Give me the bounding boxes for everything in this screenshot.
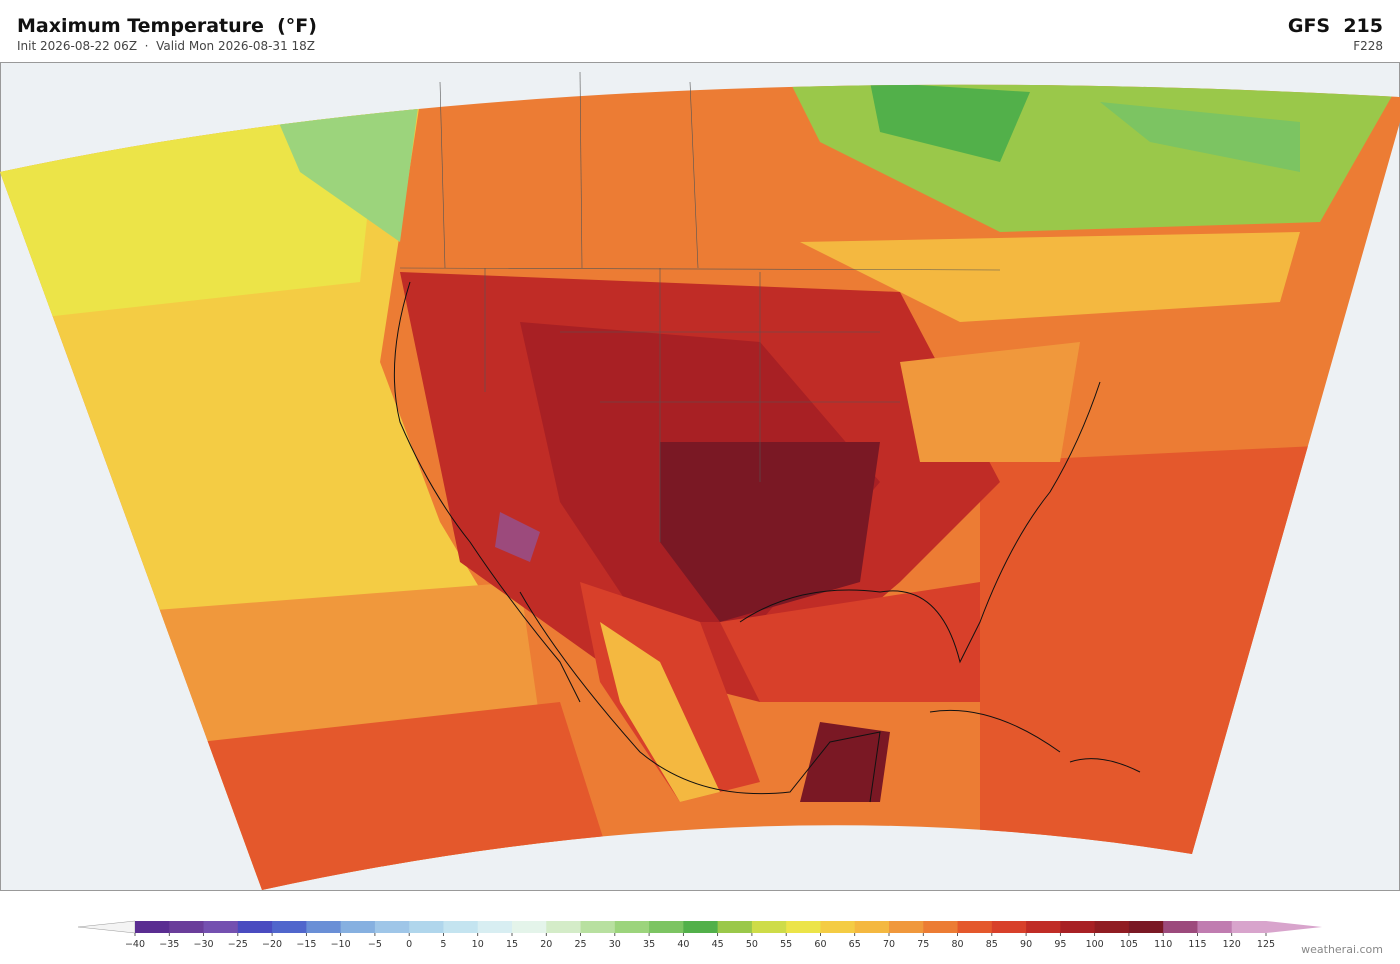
- color-swatch: [957, 921, 993, 933]
- color-swatch: [443, 921, 479, 933]
- tick-label: 45: [712, 939, 724, 950]
- under-extension: [77, 920, 136, 934]
- tick-label: −30: [194, 939, 214, 950]
- tick-label: 25: [574, 939, 586, 950]
- tick-label: −35: [159, 939, 179, 950]
- color-swatch: [306, 921, 342, 933]
- tick-label: −25: [228, 939, 248, 950]
- color-swatch: [546, 921, 582, 933]
- color-swatch: [889, 921, 924, 933]
- coastlines: [393, 281, 1141, 803]
- color-swatch: [820, 921, 856, 933]
- forecast-hour: F228: [1353, 39, 1383, 53]
- tick-label: 10: [472, 939, 484, 950]
- color-swatch: [374, 921, 410, 933]
- borders: [399, 71, 1001, 542]
- tick-label: 20: [540, 939, 552, 950]
- color-swatch: [169, 921, 205, 933]
- tick-label: 0: [406, 939, 412, 950]
- color-swatch: [512, 921, 547, 933]
- tick-label: 75: [917, 939, 929, 950]
- tick-label: 85: [986, 939, 998, 950]
- color-swatch: [1231, 921, 1267, 933]
- tick-label: 60: [814, 939, 826, 950]
- color-swatch: [751, 921, 787, 933]
- tick-label: 120: [1223, 939, 1241, 950]
- over-extension: [1266, 921, 1322, 933]
- tick-label: −20: [262, 939, 282, 950]
- color-swatch: [1026, 921, 1061, 933]
- subtitle: Init 2026-08-22 06Z · Valid Mon 2026-08-…: [17, 39, 316, 53]
- color-swatch: [340, 921, 376, 933]
- tick-label: 5: [440, 939, 446, 950]
- tick-label: 55: [780, 939, 792, 950]
- tick-label: 105: [1120, 939, 1138, 950]
- tick-label: 90: [1020, 939, 1032, 950]
- tick-label: 70: [883, 939, 895, 950]
- color-swatch: [135, 921, 170, 933]
- tick-label: 65: [849, 939, 861, 950]
- color-swatch: [854, 921, 890, 933]
- color-swatch: [614, 921, 650, 933]
- color-swatch: [203, 921, 239, 933]
- tick-label: −5: [368, 939, 382, 950]
- color-swatch: [923, 921, 959, 933]
- tick-label: 50: [746, 939, 758, 950]
- color-swatch: [1060, 921, 1096, 933]
- tick-label: 30: [609, 939, 621, 950]
- tick-label: 95: [1054, 939, 1066, 950]
- color-swatch: [1094, 921, 1130, 933]
- title: Maximum Temperature (°F): [17, 15, 317, 37]
- color-swatch: [786, 921, 821, 933]
- color-swatch: [717, 921, 753, 933]
- tick-label: 100: [1086, 939, 1104, 950]
- model-label: GFS 215: [1287, 15, 1383, 37]
- colorbar: −40 −35 −30 −25 −20 −15 −10 −5 0 5 10 15 20 25 30 35 40 4…: [77, 920, 1322, 950]
- color-swatch: [272, 921, 307, 933]
- color-swatch: [649, 921, 684, 933]
- color-swatch: [1197, 921, 1233, 933]
- tick-label: 125: [1257, 939, 1275, 950]
- tick-label: 35: [643, 939, 655, 950]
- tick-label: −40: [125, 939, 145, 950]
- tick-label: 110: [1154, 939, 1172, 950]
- credit: weatherai.com: [1301, 943, 1383, 956]
- color-swatch: [580, 921, 616, 933]
- color-swatch: [683, 921, 719, 933]
- color-swatch: [237, 921, 273, 933]
- color-swatch: [1163, 921, 1198, 933]
- color-swatch: [477, 921, 513, 933]
- tick-label: 40: [677, 939, 689, 950]
- tick-label: 115: [1188, 939, 1206, 950]
- color-swatch: [409, 921, 444, 933]
- color-swatch: [991, 921, 1027, 933]
- tick-label: 80: [951, 939, 963, 950]
- tick-label: −10: [331, 939, 351, 950]
- map: [0, 62, 1400, 891]
- tick-label: 15: [506, 939, 518, 950]
- tick-label: −15: [296, 939, 316, 950]
- color-swatch: [1128, 921, 1164, 933]
